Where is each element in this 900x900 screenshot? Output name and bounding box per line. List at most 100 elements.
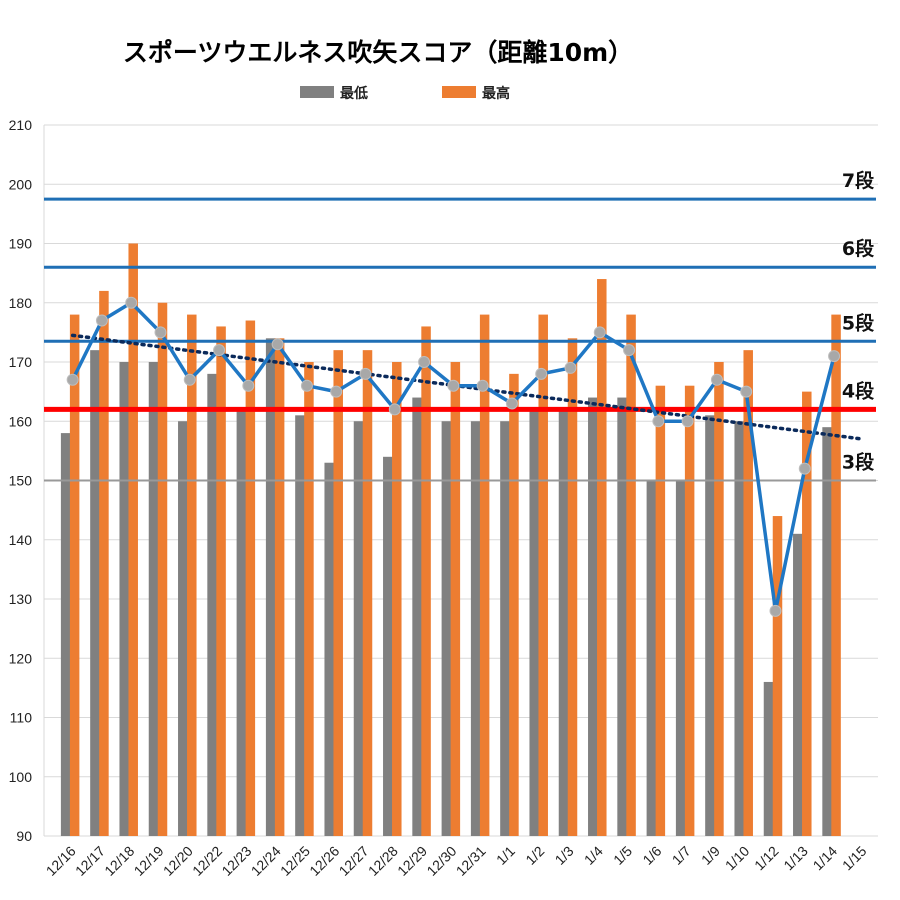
bar-min-1 bbox=[90, 350, 100, 836]
score-point-19 bbox=[623, 344, 636, 357]
bar-min-0 bbox=[60, 433, 71, 836]
score-point-13 bbox=[447, 379, 460, 392]
score-point-21 bbox=[681, 415, 694, 428]
rank-lines: 7段 6段 5段 4段 3段 bbox=[44, 169, 876, 482]
x-tick-label-2: 12/18 bbox=[101, 843, 137, 879]
x-tick-label-18: 1/4 bbox=[581, 843, 606, 868]
x-tick-label-1: 12/17 bbox=[72, 843, 108, 879]
x-tick-label-12: 12/29 bbox=[394, 843, 430, 879]
x-tick-label-13: 12/30 bbox=[423, 843, 459, 879]
x-tick-label-20: 1/6 bbox=[639, 843, 664, 868]
bar-max-12 bbox=[421, 326, 431, 836]
bar-max-19 bbox=[626, 314, 636, 837]
bar-min-10 bbox=[353, 421, 364, 836]
rank-label-1: 6段 bbox=[842, 237, 875, 260]
y-tick-label-100: 100 bbox=[9, 769, 33, 785]
x-tick-label-14: 12/31 bbox=[453, 843, 489, 879]
x-tick-label-10: 12/27 bbox=[336, 843, 372, 879]
legend-swatch-0 bbox=[300, 86, 334, 98]
bar-min-4 bbox=[178, 421, 188, 836]
bar-min-14 bbox=[470, 421, 481, 836]
bar-max-6 bbox=[245, 320, 256, 836]
bar-min-18 bbox=[588, 397, 598, 836]
bar-min-5 bbox=[207, 373, 217, 836]
score-point-4 bbox=[183, 373, 196, 386]
bar-min-11 bbox=[383, 456, 393, 836]
y-tick-label-210: 210 bbox=[9, 117, 33, 133]
bars bbox=[60, 243, 841, 837]
x-tick-label-0: 12/16 bbox=[43, 843, 79, 879]
rank-label-4: 3段 bbox=[842, 451, 875, 474]
bar-max-9 bbox=[333, 350, 343, 836]
x-tick-label-21: 1/7 bbox=[669, 843, 694, 868]
bar-max-8 bbox=[304, 362, 314, 836]
score-point-1 bbox=[95, 314, 108, 327]
score-point-11 bbox=[388, 403, 401, 416]
bar-max-21 bbox=[684, 385, 695, 836]
y-tick-label-140: 140 bbox=[9, 532, 33, 548]
y-tick-label-170: 170 bbox=[9, 354, 33, 370]
bar-min-8 bbox=[295, 415, 305, 836]
y-tick-label-110: 110 bbox=[10, 710, 33, 726]
legend-swatch-1 bbox=[442, 86, 476, 98]
score-point-2 bbox=[125, 296, 138, 309]
bar-min-12 bbox=[412, 397, 422, 836]
x-tick-label-17: 1/3 bbox=[552, 843, 577, 868]
score-point-26 bbox=[828, 350, 841, 363]
bar-max-4 bbox=[187, 314, 197, 837]
score-point-5 bbox=[213, 344, 226, 357]
x-tick-label-7: 12/24 bbox=[248, 843, 284, 879]
x-tick-label-24: 1/12 bbox=[751, 843, 782, 874]
bar-min-9 bbox=[324, 462, 334, 836]
bar-max-24 bbox=[772, 516, 783, 836]
bar-max-15 bbox=[509, 373, 519, 836]
y-tick-label-120: 120 bbox=[9, 650, 33, 666]
x-tick-label-25: 1/13 bbox=[780, 843, 811, 874]
x-tick-label-22: 1/9 bbox=[698, 843, 723, 868]
x-tick-label-6: 12/23 bbox=[218, 843, 254, 879]
bar-max-22 bbox=[714, 362, 724, 836]
x-tick-label-11: 12/28 bbox=[365, 843, 401, 879]
y-tick-label-90: 90 bbox=[16, 828, 32, 844]
bar-max-16 bbox=[538, 314, 548, 837]
bar-max-25 bbox=[802, 391, 812, 836]
bar-max-7 bbox=[274, 338, 285, 836]
y-tick-label-130: 130 bbox=[9, 591, 33, 607]
bar-max-2 bbox=[128, 243, 138, 836]
y-tick-label-200: 200 bbox=[9, 176, 33, 192]
bar-min-17 bbox=[558, 409, 569, 836]
x-tick-label-16: 1/2 bbox=[522, 843, 547, 868]
bar-max-3 bbox=[157, 302, 168, 836]
x-tick-label-5: 12/22 bbox=[189, 843, 225, 879]
score-point-23 bbox=[740, 385, 753, 398]
bar-min-3 bbox=[148, 362, 159, 836]
x-tick-label-19: 1/5 bbox=[610, 843, 635, 868]
score-point-8 bbox=[300, 379, 313, 392]
bar-max-0 bbox=[69, 314, 80, 837]
y-tick-label-150: 150 bbox=[9, 473, 33, 489]
score-point-0 bbox=[66, 373, 79, 386]
y-tick-label-190: 190 bbox=[9, 236, 33, 252]
bar-min-15 bbox=[500, 421, 510, 836]
bar-max-23 bbox=[743, 350, 753, 836]
y-tick-label-180: 180 bbox=[9, 295, 33, 311]
y-tick-label-160: 160 bbox=[9, 413, 33, 429]
chart-title: スポーツウエルネス吹矢スコア（距離10m） bbox=[123, 38, 633, 67]
bar-min-25 bbox=[793, 533, 803, 836]
score-point-6 bbox=[242, 379, 255, 392]
score-point-12 bbox=[418, 356, 431, 368]
bar-max-26 bbox=[831, 314, 841, 837]
bar-min-22 bbox=[705, 415, 715, 836]
legend: 最低 最高 bbox=[300, 85, 510, 102]
bar-min-13 bbox=[441, 421, 452, 836]
bar-max-5 bbox=[216, 326, 226, 836]
bar-max-18 bbox=[597, 279, 607, 836]
bar-max-10 bbox=[362, 350, 373, 836]
bar-min-6 bbox=[236, 409, 247, 836]
score-point-15 bbox=[505, 397, 518, 410]
bar-max-13 bbox=[450, 362, 461, 836]
score-point-25 bbox=[798, 462, 811, 475]
legend-label-1: 最高 bbox=[482, 85, 510, 102]
score-point-14 bbox=[476, 379, 489, 392]
